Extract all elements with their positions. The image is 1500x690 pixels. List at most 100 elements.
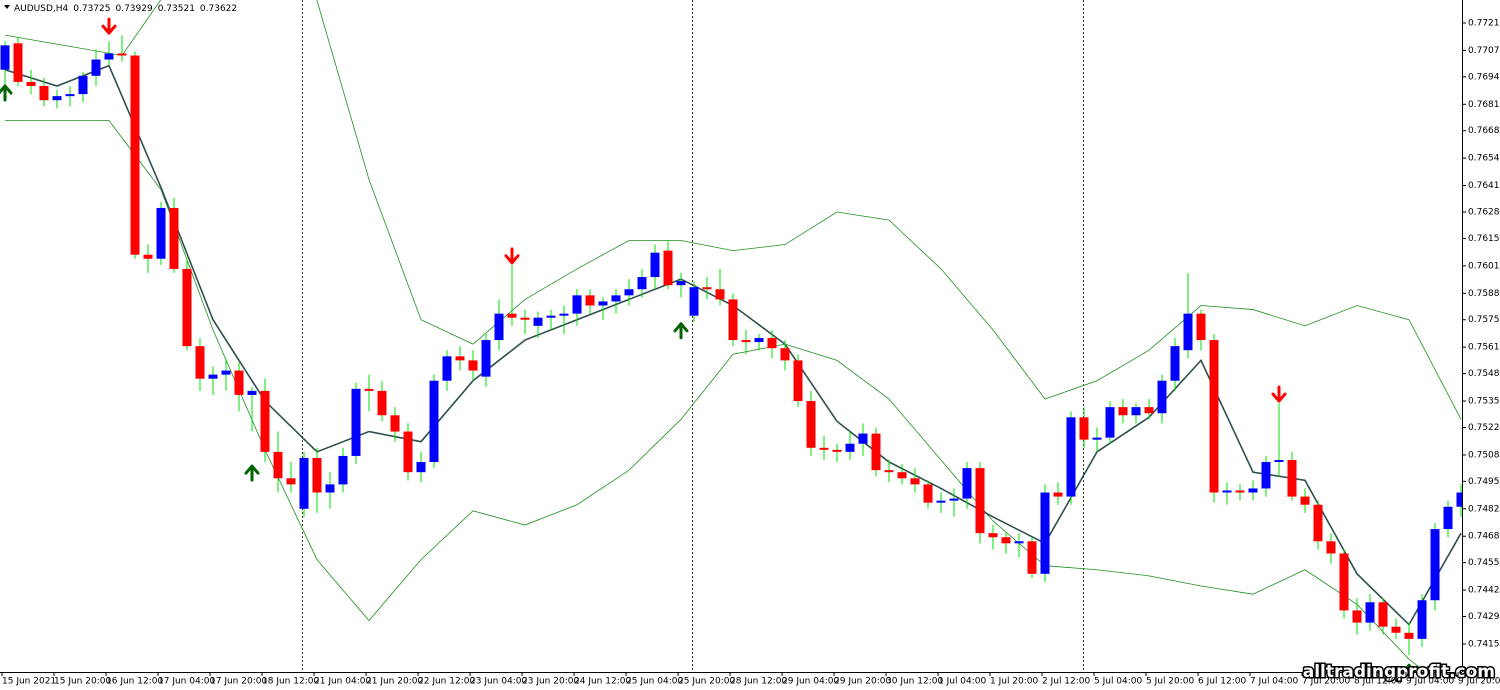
candle-body (832, 449, 842, 452)
candle-body (182, 268, 192, 347)
candle-body (923, 484, 933, 503)
x-tick-label: 29 Jun 20:00 (834, 677, 891, 687)
candle-body (130, 55, 140, 255)
candle-body (52, 96, 62, 101)
candle-body (1352, 610, 1362, 623)
candle-body (520, 317, 530, 320)
candle-body (325, 484, 335, 493)
menu-triangle[interactable] (4, 5, 10, 9)
candle-body (260, 390, 270, 452)
candle-body (598, 301, 608, 306)
candle-body (390, 415, 400, 432)
candle-body (208, 374, 218, 379)
x-tick-label: 29 Jun 04:00 (782, 677, 839, 687)
header-value: 0.73521 (158, 4, 195, 14)
candle-body (1443, 506, 1453, 530)
candle-body (143, 254, 153, 259)
candle-body (351, 388, 361, 456)
candle-body (494, 313, 504, 341)
candle-body (221, 370, 231, 375)
candle-body (819, 447, 829, 450)
candle-body (858, 433, 868, 444)
candle-body (975, 468, 985, 534)
candle-body (676, 281, 686, 286)
candle-body (234, 370, 244, 395)
header-value: 0.73622 (200, 4, 237, 14)
x-tick-label: 1 Jul 20:00 (990, 677, 1039, 687)
candle-body (429, 380, 439, 463)
candle-body (65, 94, 75, 97)
x-tick-label: 9 Jul 20:00 (1458, 677, 1500, 687)
candle-body (13, 43, 23, 82)
x-tick-label: 21 Jun 20:00 (366, 677, 423, 687)
y-tick-label: 0.76945 (1468, 72, 1500, 82)
x-tick-label: 15 Jun 20:00 (54, 677, 111, 687)
candle-body (1430, 529, 1440, 601)
candle-body (1339, 553, 1349, 611)
candle-body (936, 500, 946, 503)
candle-body (1287, 459, 1297, 497)
candle-body (377, 390, 387, 416)
x-tick-label: 17 Jun 04:00 (158, 677, 215, 687)
candle-body (481, 340, 491, 377)
x-tick-label: 25 Jun 04:00 (626, 677, 683, 687)
candle-body (611, 295, 621, 302)
candle-body (546, 315, 556, 318)
sell-arrow (1271, 385, 1287, 403)
x-tick-label: 17 Jun 20:00 (210, 677, 267, 687)
sell-arrow (504, 247, 520, 265)
candle-body (1417, 600, 1427, 639)
candle-body (871, 433, 881, 471)
candle-body (1248, 488, 1258, 493)
candle-body (1209, 340, 1219, 493)
candle-body (1170, 346, 1180, 381)
y-tick-label: 0.75085 (1468, 450, 1500, 460)
candle-body (299, 457, 309, 509)
symbol-title: AUDUSD,H4 (14, 4, 69, 14)
candle-body (1105, 407, 1115, 438)
candle-body (1001, 537, 1011, 544)
x-tick-label: 25 Jun 20:00 (678, 677, 735, 687)
candle-body (910, 478, 920, 485)
y-tick-label: 0.75485 (1468, 369, 1500, 379)
y-tick-label: 0.74555 (1468, 558, 1500, 568)
candle-body (195, 346, 205, 379)
plot-area (0, 0, 1462, 672)
x-tick-label: 2 Jul 12:00 (1042, 677, 1091, 687)
x-tick-label: 18 Jun 12:00 (262, 677, 319, 687)
candle-body (845, 443, 855, 452)
sell-arrow (101, 17, 117, 35)
candle-body (884, 470, 894, 473)
header-value: 0.73725 (73, 4, 110, 14)
x-tick-label: 1 Jul 04:00 (938, 677, 987, 687)
y-tick-label: 0.76545 (1468, 154, 1500, 164)
candle-body (286, 478, 296, 485)
candle-body (104, 53, 114, 60)
candle-body (1456, 492, 1462, 507)
x-tick-label: 22 Jun 12:00 (418, 677, 475, 687)
candle-body (702, 287, 712, 290)
candle-body (403, 431, 413, 473)
candle-body (637, 277, 647, 290)
candle-body (0, 45, 10, 70)
candle-body (1222, 490, 1232, 493)
y-tick-label: 0.76015 (1468, 261, 1500, 271)
candle-body (1066, 417, 1076, 497)
candle-body (1183, 313, 1193, 351)
candle-body (1027, 541, 1037, 574)
x-tick-label: 24 Jun 12:00 (574, 677, 631, 687)
y-tick-label: 0.77075 (1468, 46, 1500, 56)
candle-body (1118, 407, 1128, 416)
candle-body (1053, 492, 1063, 497)
x-tick-label: 16 Jun 12:00 (106, 677, 163, 687)
candle-body (728, 299, 738, 341)
x-tick-label: 6 Jul 12:00 (1198, 677, 1247, 687)
candle-body (1365, 602, 1375, 623)
candle-body (1014, 541, 1024, 544)
